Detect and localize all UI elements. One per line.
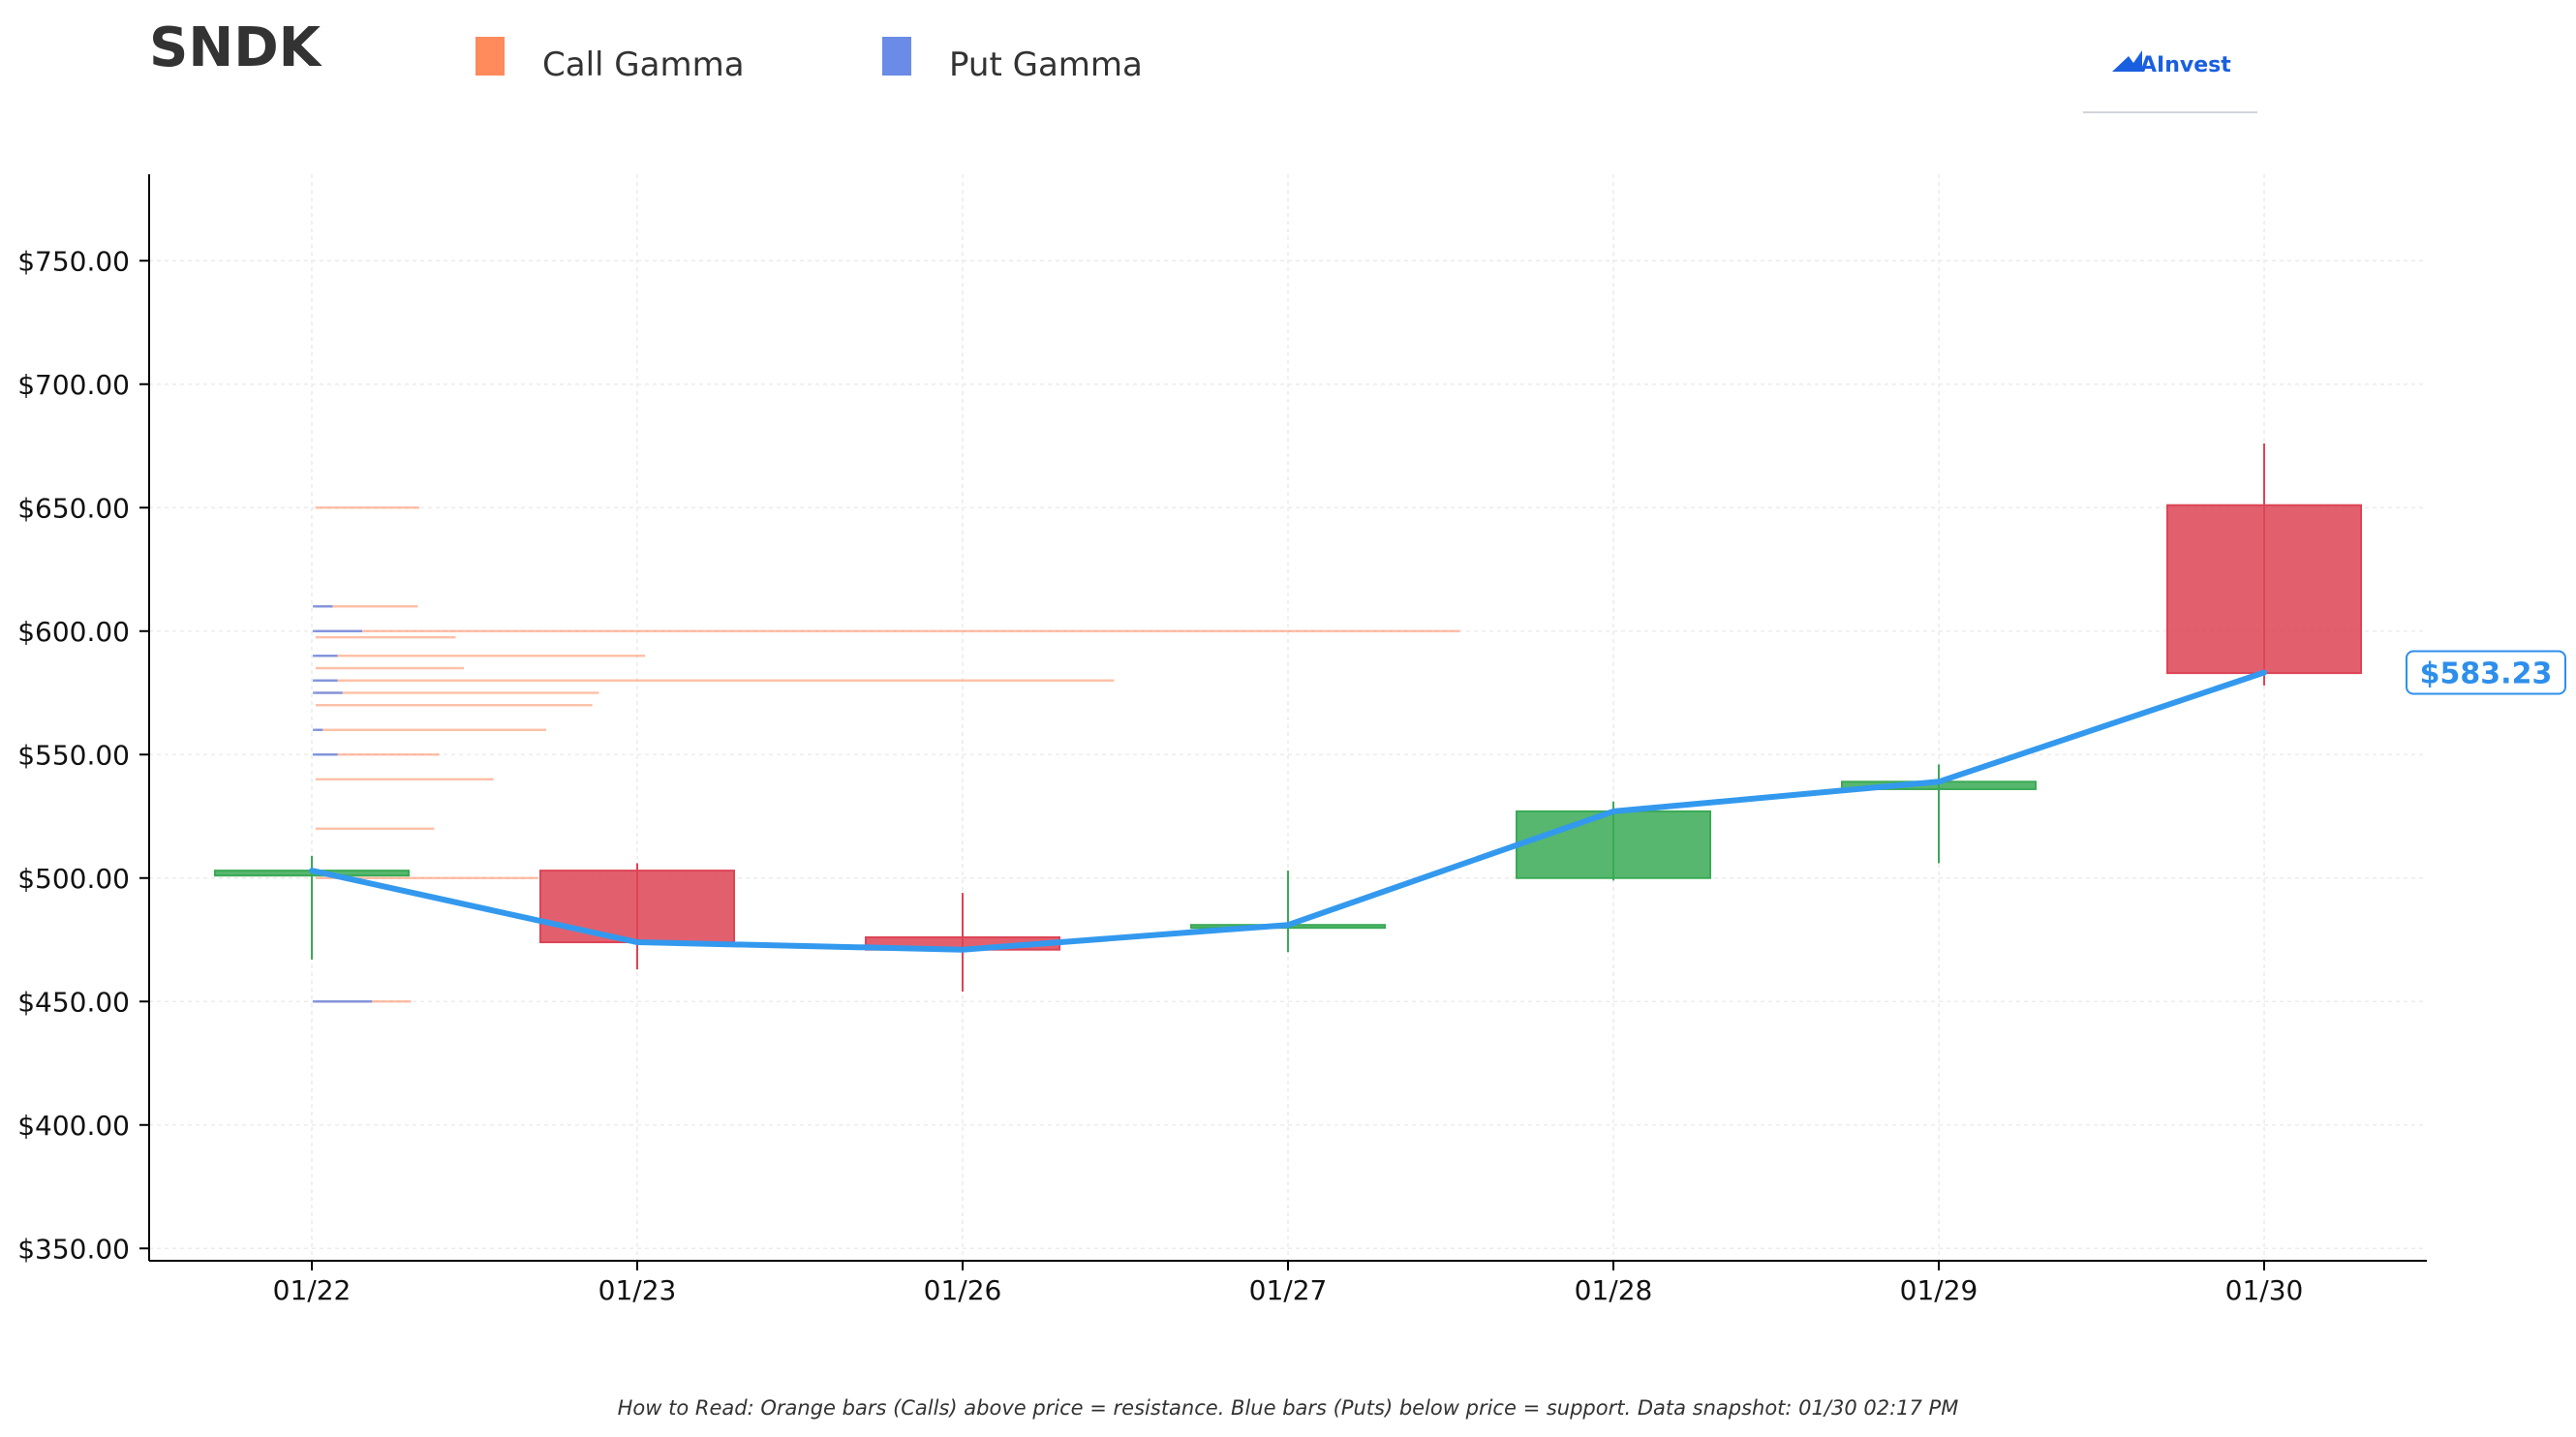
call-gamma-bar-8 bbox=[316, 704, 593, 707]
last-price-box bbox=[2406, 650, 2566, 695]
candle-body-4 bbox=[1516, 810, 1711, 879]
candlesticks bbox=[214, 443, 2362, 993]
y-tick-label-5: $600.00 bbox=[17, 616, 130, 648]
x-tick-label-0: 01/22 bbox=[273, 1274, 352, 1306]
x-tick-label-4: 01/28 bbox=[1575, 1274, 1653, 1306]
y-tick-label-8: $750.00 bbox=[17, 245, 130, 277]
x-tick-label-6: 01/30 bbox=[2225, 1274, 2304, 1306]
legend-swatch-put-gamma bbox=[882, 37, 911, 76]
put-gamma-bar-9 bbox=[313, 728, 323, 731]
call-gamma-bar-0 bbox=[316, 506, 420, 509]
legend-label-call-gamma: Call Gamma bbox=[542, 46, 745, 84]
last-price-label: $583.23 bbox=[2420, 657, 2553, 691]
put-gamma-bar-6 bbox=[313, 679, 338, 682]
gamma-bars bbox=[313, 506, 1460, 1003]
candle-body-1 bbox=[539, 870, 735, 944]
grid bbox=[149, 174, 2427, 1261]
y-tick-label-6: $650.00 bbox=[17, 492, 130, 524]
call-gamma-bar-7 bbox=[316, 691, 599, 694]
put-gamma-bar-2 bbox=[313, 629, 362, 632]
call-gamma-bar-10 bbox=[316, 753, 440, 756]
call-gamma-bar-11 bbox=[316, 778, 494, 780]
call-gamma-bar-3 bbox=[316, 635, 456, 639]
call-gamma-bar-1 bbox=[316, 605, 418, 608]
close-price-line bbox=[309, 669, 2267, 953]
x-tick-label-1: 01/23 bbox=[598, 1274, 677, 1306]
candle-body-6 bbox=[2166, 504, 2362, 675]
x-tick-label-5: 01/29 bbox=[1900, 1274, 1978, 1306]
x-tick-label-2: 01/26 bbox=[924, 1274, 1002, 1306]
close-price-polyline bbox=[309, 669, 2267, 953]
put-gamma-bar-14 bbox=[313, 1000, 373, 1003]
call-gamma-bar-12 bbox=[316, 827, 435, 830]
put-gamma-bar-10 bbox=[313, 753, 338, 756]
last-price-tag: $583.23 bbox=[2406, 650, 2566, 695]
chart-title: SNDK bbox=[149, 16, 323, 79]
call-gamma-bar-2 bbox=[316, 629, 1460, 632]
call-gamma-bar-5 bbox=[316, 666, 464, 670]
legend-label-put-gamma: Put Gamma bbox=[949, 46, 1143, 84]
x-tick-label-3: 01/27 bbox=[1249, 1274, 1328, 1306]
put-gamma-bar-4 bbox=[313, 655, 338, 657]
brand-logo: AInvest bbox=[2083, 50, 2257, 113]
put-gamma-bar-1 bbox=[313, 605, 333, 608]
y-tick-label-3: $500.00 bbox=[17, 863, 130, 895]
brand-name: AInvest bbox=[2140, 53, 2231, 77]
call-gamma-bar-9 bbox=[316, 728, 546, 731]
axes: $350.00 $400.00 $450.00 $500.00 $550.00 $600.… bbox=[17, 174, 2427, 1306]
y-tick-label-0: $350.00 bbox=[17, 1233, 130, 1265]
put-gamma-bar-7 bbox=[313, 691, 343, 694]
call-gamma-bar-4 bbox=[316, 655, 645, 657]
brand-mark-icon bbox=[2112, 50, 2142, 72]
legend-swatch-call-gamma bbox=[475, 37, 505, 76]
y-tick-label-4: $550.00 bbox=[17, 739, 130, 771]
call-gamma-bar-13 bbox=[316, 876, 538, 879]
footnote: How to Read: Orange bars (Calls) above p… bbox=[618, 1396, 1959, 1420]
y-tick-label-1: $400.00 bbox=[17, 1110, 130, 1142]
y-tick-label-7: $700.00 bbox=[17, 369, 130, 401]
call-gamma-bar-6 bbox=[316, 679, 1115, 682]
y-tick-label-2: $450.00 bbox=[17, 986, 130, 1018]
